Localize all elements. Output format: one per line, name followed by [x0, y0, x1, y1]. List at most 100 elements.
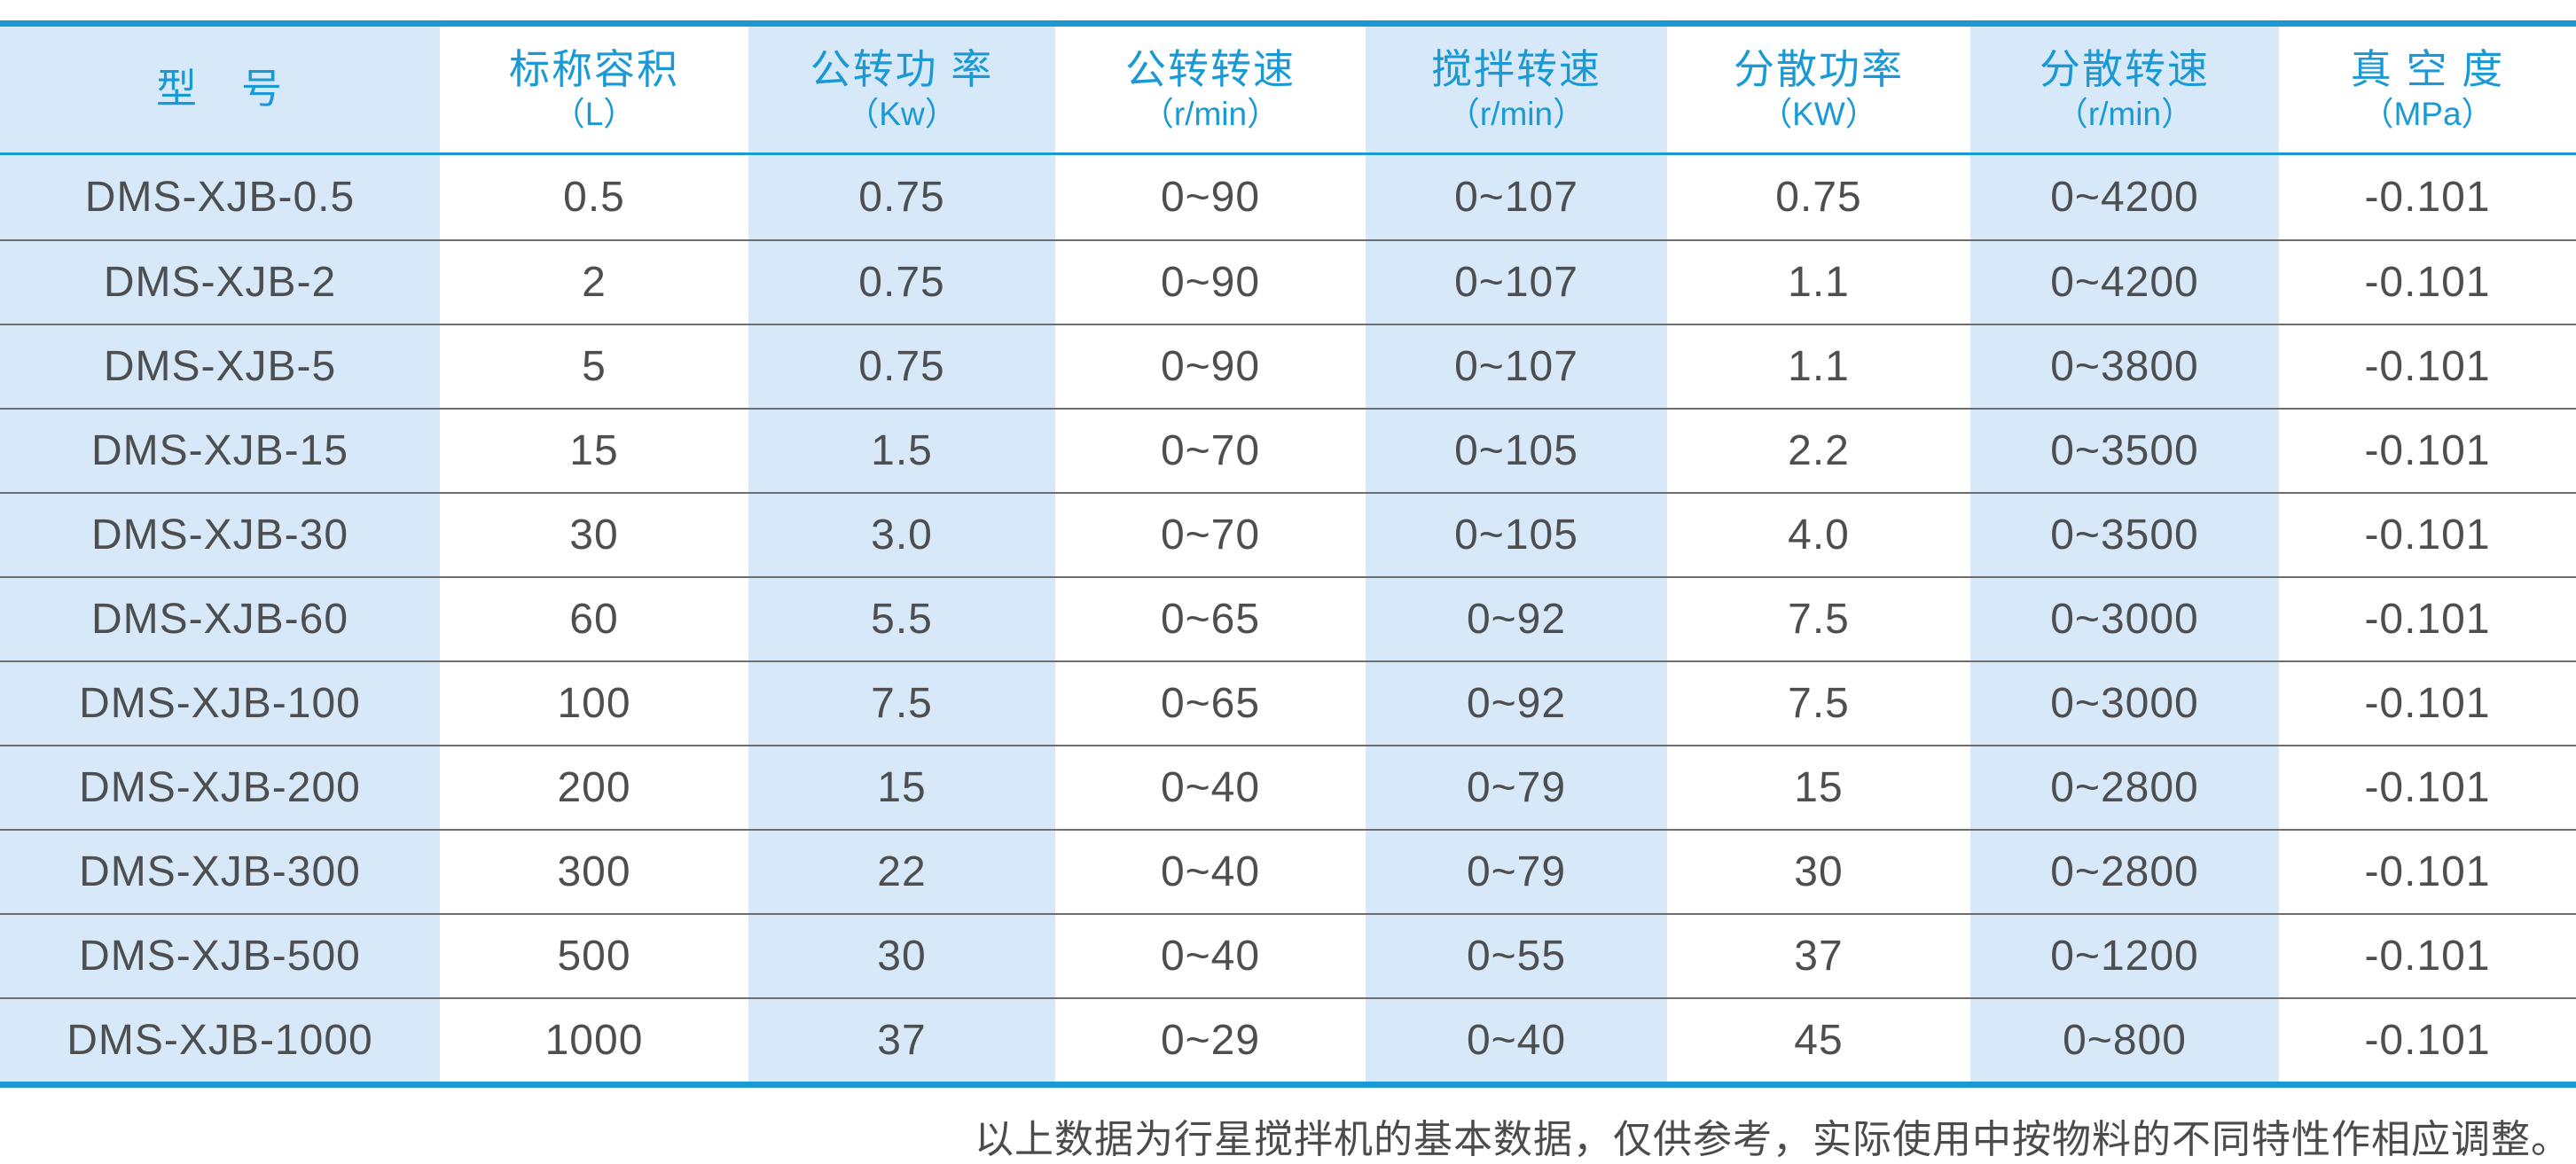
column-header-unit: （KW） [1759, 96, 1878, 133]
table-cell: 0.75 [748, 155, 1055, 239]
table-cell: 30 [748, 913, 1055, 997]
model-cell: DMS-XJB-30 [0, 492, 440, 576]
table-cell: 0~65 [1055, 660, 1366, 745]
table-cell: 0~92 [1366, 660, 1667, 745]
table-cell: 0~65 [1055, 576, 1366, 660]
table-cell: 0~105 [1366, 492, 1667, 576]
table-cell: 0~4200 [1970, 155, 2279, 239]
table-cell: 0~40 [1055, 745, 1366, 829]
column-header-title: 分散功率 [1734, 45, 1904, 92]
table-cell: 0~107 [1366, 324, 1667, 408]
column-header-title: 搅拌转速 [1431, 45, 1601, 92]
table-cell: 500 [440, 913, 748, 997]
table-cell: -0.101 [2279, 239, 2576, 324]
model-cell: DMS-XJB-500 [0, 913, 440, 997]
table-cell: 0~4200 [1970, 239, 2279, 324]
column-header-title: 公转功 率 [810, 45, 994, 92]
model-cell: DMS-XJB-100 [0, 660, 440, 745]
table-cell: 0~70 [1055, 408, 1366, 492]
column-header-unit: （r/min） [1140, 96, 1280, 133]
model-cell: DMS-XJB-5 [0, 324, 440, 408]
table-cell: 37 [1667, 913, 1970, 997]
table-cell: 3.0 [748, 492, 1055, 576]
table-cell: 0~70 [1055, 492, 1366, 576]
table-cell: 0.75 [748, 324, 1055, 408]
table-cell: 0~2800 [1970, 829, 2279, 913]
table-cell: 0~79 [1366, 829, 1667, 913]
table-cell: 0.5 [563, 174, 625, 221]
column-header-unit: （Kw） [846, 96, 958, 133]
column-header-3: 公转功 率 （Kw） [748, 27, 1055, 155]
table-cell: 0~40 [1366, 997, 1667, 1082]
column-header-unit: （L） [552, 96, 637, 133]
table-cell: 100 [440, 660, 748, 745]
column-header-1: 型 号 [0, 27, 440, 155]
model-cell: DMS-XJB-300 [0, 829, 440, 913]
column-header-title: 真 空 度 [2350, 45, 2505, 92]
column-header-unit: （r/min） [2055, 96, 2195, 133]
table-cell: 0~1200 [1970, 913, 2279, 997]
table-cell: 0~3000 [1970, 576, 2279, 660]
footer-note: 以上数据为行星搅拌机的基本数据，仅供参考，实际使用中按物料的不同特性作相应调整。 [975, 1117, 2571, 1162]
table-cell: 1.1 [1667, 324, 1970, 408]
column-header-title: 公转转速 [1125, 45, 1296, 92]
column-header-2: 标称容积 （L） [440, 27, 748, 155]
table-cell: 22 [748, 829, 1055, 913]
table-cell: 0~3500 [1970, 492, 2279, 576]
column-header-8: 真 空 度 （MPa） [2279, 27, 2576, 155]
column-header-6: 分散功率 （KW） [1667, 27, 1970, 155]
table-cell: -0.101 [2279, 324, 2576, 408]
table-cell: 4.0 [1667, 492, 1970, 576]
table-cell: 0~92 [1366, 576, 1667, 660]
table-cell: 0~90 [1055, 239, 1366, 324]
model-cell: DMS-XJB-60 [0, 576, 440, 660]
table-cell: 0.75 [1775, 174, 1862, 221]
column-header-unit: （r/min） [1446, 96, 1586, 133]
table-cell: 0~79 [1366, 745, 1667, 829]
table-cell: 0~2800 [1970, 745, 2279, 829]
column-header-4: 公转转速 （r/min） [1055, 27, 1366, 155]
table-cell: -0.101 [2279, 408, 2576, 492]
column-header-title: 标称容积 [509, 45, 679, 92]
table-cell: 0~90 [1160, 174, 1261, 221]
table-cell: -0.101 [2279, 576, 2576, 660]
model-cell: DMS-XJB-15 [0, 408, 440, 492]
model-cell: DMS-XJB-1000 [0, 997, 440, 1082]
column-header-title: 分散转速 [2040, 45, 2210, 92]
table-cell: 0~3000 [1970, 660, 2279, 745]
column-header-7: 分散转速 （r/min） [1970, 27, 2279, 155]
spec-table: 型 号 标称容积 （L） 公转功 率 （Kw） 公转转速 （r/min） 搅拌转… [0, 20, 2576, 1088]
table-cell: 0.75 [748, 239, 1055, 324]
table-cell: 15 [1667, 745, 1970, 829]
table-cell: -0.101 [2364, 174, 2491, 221]
table-cell: 15 [440, 408, 748, 492]
table-cell: -0.101 [2279, 660, 2576, 745]
table-cell: 7.5 [748, 660, 1055, 745]
table-cell: -0.101 [2279, 997, 2576, 1082]
table-cell: 0~800 [1970, 997, 2279, 1082]
table-cell: 7.5 [1667, 576, 1970, 660]
table-cell: -0.101 [2279, 492, 2576, 576]
table-cell: 0~90 [1055, 324, 1366, 408]
table-cell: 7.5 [1667, 660, 1970, 745]
table-cell: 0~3500 [1970, 408, 2279, 492]
table-cell: 200 [440, 745, 748, 829]
model-cell: DMS-XJB-2 [0, 239, 440, 324]
table-cell: 2.2 [1667, 408, 1970, 492]
table-cell: 0~40 [1055, 913, 1366, 997]
table-cell: 5 [440, 324, 748, 408]
table-cell: 0~3800 [1970, 324, 2279, 408]
table-cell: 300 [440, 829, 748, 913]
table-cell: 37 [748, 997, 1055, 1082]
table-cell: 15 [748, 745, 1055, 829]
table-cell: 60 [440, 576, 748, 660]
table-cell: 0~107 [1366, 155, 1667, 239]
table-cell: 0~40 [1055, 829, 1366, 913]
column-header-unit: （MPa） [2361, 96, 2494, 133]
table-cell: 1.1 [1667, 239, 1970, 324]
table-cell: 2 [440, 239, 748, 324]
table-cell: 0~29 [1055, 997, 1366, 1082]
table-cell: 0~107 [1366, 239, 1667, 324]
column-header-title: 型 号 [156, 66, 284, 113]
